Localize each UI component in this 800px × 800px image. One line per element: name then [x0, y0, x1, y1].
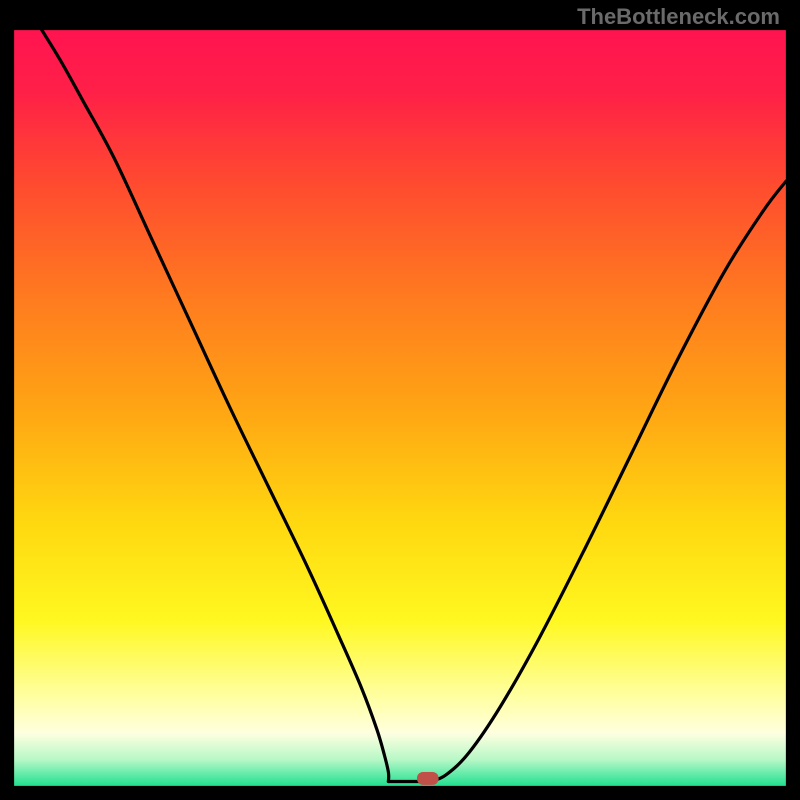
- chart-stage: TheBottleneck.com: [0, 0, 800, 800]
- watermark-text: TheBottleneck.com: [577, 4, 780, 30]
- gradient-background: [0, 0, 800, 800]
